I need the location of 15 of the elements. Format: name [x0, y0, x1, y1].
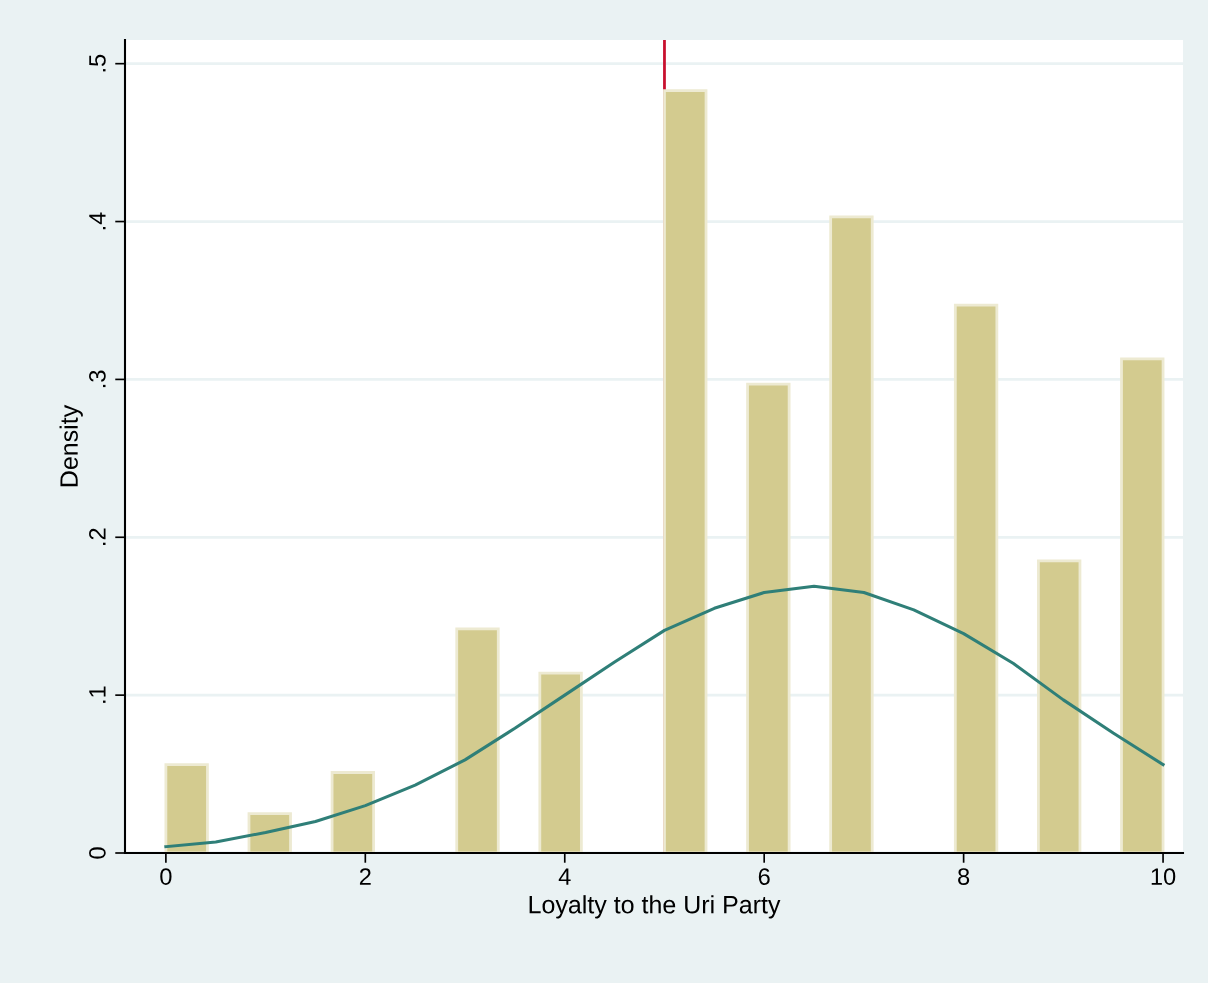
y-tick-label: .3: [89, 370, 106, 388]
y-tick-label: .2: [89, 528, 106, 545]
x-tick-label: 8: [958, 868, 970, 885]
y-axis-title: Density: [59, 404, 83, 487]
y-tick-label: .5: [89, 54, 106, 72]
y-tick-label: 0: [89, 847, 106, 859]
x-tick-label: 2: [359, 868, 371, 885]
x-tick-label: 4: [558, 868, 571, 885]
line-series: [164, 584, 1165, 849]
x-tick-label: 10: [1151, 868, 1176, 885]
y-tick-label: .1: [89, 686, 106, 703]
x-tick-label: 6: [758, 868, 770, 885]
x-tick-label: 0: [160, 868, 172, 885]
x-axis-title: Loyalty to the Uri Party: [529, 895, 781, 919]
y-tick-label: .4: [89, 212, 106, 230]
